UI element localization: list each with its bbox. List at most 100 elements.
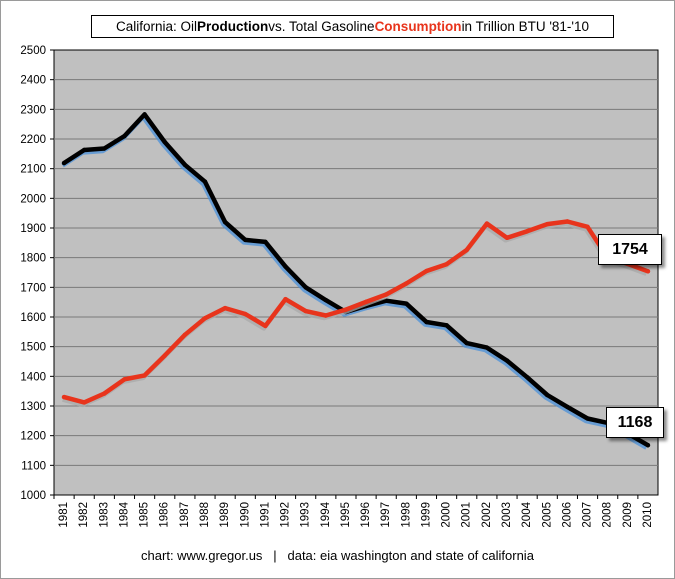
production-point-1984: [122, 133, 127, 139]
production-point-1985: [142, 112, 147, 117]
y-tick-label: 2300: [20, 104, 46, 116]
chart-footer: chart: www.gregor.us | data: eia washing…: [141, 548, 534, 563]
consumption-point-1995: [343, 307, 349, 312]
y-tick-label: 1200: [20, 431, 46, 443]
consumption-point-2006: [565, 219, 570, 224]
consumption-point-2003: [504, 235, 510, 240]
y-tick-label: 1300: [20, 401, 46, 413]
consumption-point-1988: [202, 315, 208, 321]
production-point-1991: [263, 239, 268, 245]
consumption-point-1989: [222, 305, 228, 311]
production-point-1989: [222, 219, 228, 225]
x-tick-label: 2002: [481, 502, 493, 528]
x-tick-label: 1989: [219, 502, 231, 528]
x-tick-label: 1985: [139, 502, 151, 528]
x-tick-label: 1999: [420, 502, 432, 528]
production-point-2003: [504, 358, 510, 363]
consumption-point-1987: [182, 332, 188, 337]
y-tick-label: 1600: [20, 312, 46, 324]
consumption-point-1985: [142, 373, 147, 378]
y-tick-label: 2500: [20, 45, 46, 57]
production-point-2007: [585, 416, 590, 421]
consumption-point-1997: [384, 292, 389, 297]
x-tick-label: 2009: [622, 502, 634, 528]
production-point-1992: [283, 264, 288, 269]
consumption-point-1999: [424, 268, 429, 274]
chart-title-part: vs. Total Gasoline: [268, 19, 375, 34]
y-tick-label: 1900: [20, 223, 46, 235]
x-tick-label: 1982: [78, 502, 90, 528]
annotation-consumption-2010: 1754: [598, 234, 662, 265]
y-tick-label: 1100: [21, 460, 46, 472]
production-point-2005: [545, 392, 550, 398]
annotation-production-2010: 1168: [606, 407, 664, 438]
plot-area: [53, 49, 659, 496]
x-tick-label: 2007: [582, 502, 594, 528]
consumption-point-2001: [464, 247, 469, 253]
consumption-point-1986: [162, 353, 167, 358]
production-point-1998: [404, 301, 409, 306]
x-tick-label: 1996: [360, 502, 372, 528]
y-tick-label: 2400: [20, 75, 46, 87]
x-tick-label: 2008: [602, 502, 614, 528]
consumption-point-1992: [283, 297, 288, 302]
x-tick-label: 2003: [501, 502, 513, 528]
x-tick-label: 1997: [380, 502, 392, 528]
consumption-point-2002: [484, 221, 490, 226]
y-tick-label: 1400: [20, 371, 46, 383]
consumption-point-1996: [363, 299, 369, 305]
x-tick-label: 1986: [159, 502, 171, 528]
chart-title: California: Oil Production vs. Total Gas…: [91, 15, 614, 38]
consumption-point-2004: [524, 229, 530, 234]
x-tick-label: 1991: [259, 502, 271, 528]
production-point-2000: [444, 323, 449, 328]
x-tick-label: 2001: [461, 502, 473, 528]
production-point-1993: [303, 285, 308, 290]
x-tick-label: 1993: [300, 502, 312, 528]
production-point-2004: [524, 375, 530, 380]
consumption-point-1990: [243, 311, 248, 317]
production-point-2001: [464, 340, 469, 346]
production-point-1994: [323, 297, 328, 303]
production-point-1981: [61, 160, 67, 166]
production-point-1990: [243, 237, 248, 243]
production-point-1997: [384, 298, 389, 303]
consumption-point-1984: [122, 377, 127, 382]
y-tick-label: 1700: [20, 282, 46, 294]
x-tick-label: 1981: [58, 502, 70, 528]
consumption-point-1982: [82, 400, 87, 405]
y-tick-label: 1500: [20, 342, 46, 354]
production-point-2006: [565, 404, 570, 410]
consumption-point-2007: [585, 224, 590, 230]
chart-title-part: in Trillion BTU '81-'10: [461, 19, 590, 34]
x-tick-label: 2006: [561, 502, 573, 528]
consumption-point-2000: [444, 261, 449, 267]
x-tick-label: 1994: [320, 501, 332, 527]
y-tick-label: 2000: [20, 193, 46, 205]
x-tick-label: 1998: [400, 502, 412, 528]
y-tick-label: 2100: [20, 164, 46, 176]
consumption-point-1994: [323, 313, 328, 318]
consumption-point-1981: [61, 394, 67, 400]
consumption-point-1983: [102, 391, 107, 396]
chart-title-part: California: Oil: [115, 19, 197, 34]
production-point-1987: [182, 162, 188, 168]
x-tick-label: 1987: [179, 502, 191, 528]
x-tick-label: 1992: [280, 502, 292, 528]
production-point-1986: [162, 139, 167, 145]
production-point-2002: [484, 345, 490, 350]
x-tick-label: 2004: [521, 501, 533, 527]
x-tick-label: 1984: [118, 501, 130, 527]
x-tick-label: 2000: [441, 502, 453, 528]
y-tick-label: 2200: [20, 134, 46, 146]
consumption-point-1998: [404, 281, 409, 286]
x-tick-label: 1990: [239, 502, 251, 528]
consumption-point-1991: [263, 323, 268, 329]
consumption-point-1993: [303, 308, 308, 314]
production-point-1982: [82, 147, 87, 153]
chart-title-part: Production: [197, 19, 269, 34]
production-point-1999: [424, 319, 429, 325]
x-tick-label: 2010: [642, 502, 654, 528]
consumption-series-line: [61, 219, 651, 405]
